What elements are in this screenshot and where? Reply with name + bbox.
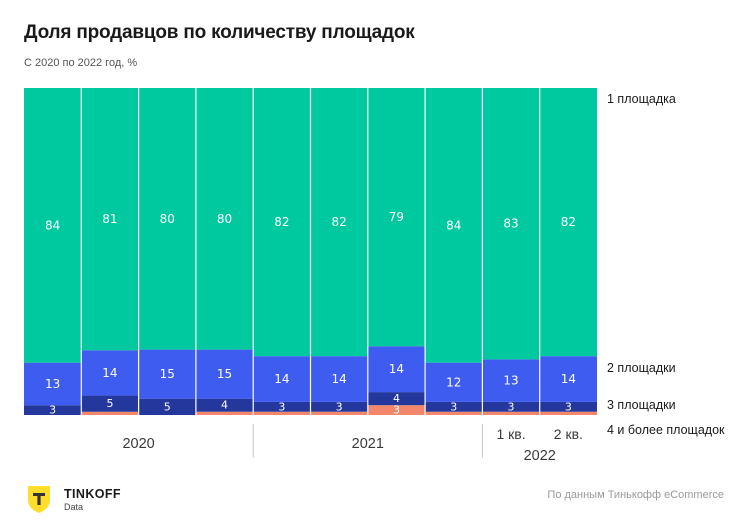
data-label: 13: [503, 374, 518, 388]
bar-segment-4-6: [310, 88, 368, 357]
legend-entry-4-и-более-площадок: 4 и более площадок: [607, 423, 725, 437]
data-label: 3: [565, 400, 572, 413]
legend-entry-1-площадка: 1 площадка: [607, 92, 676, 106]
data-label: 14: [561, 372, 576, 386]
bar-segment-3-1: [24, 362, 82, 406]
bar-segment-2-3: [138, 398, 196, 415]
bar-segment-4-8: [425, 88, 483, 363]
bar-segment-3-9: [482, 359, 540, 402]
group-label-2020: 2020: [122, 436, 154, 452]
data-label: 3: [336, 400, 343, 413]
data-label: 81: [102, 212, 117, 226]
brand-subtitle: Data: [64, 502, 84, 512]
chart-title: Доля продавцов по количеству площадок: [24, 22, 415, 43]
source-note: По данным Тинькофф eCommerce: [547, 489, 724, 501]
bar-segment-4-2: [81, 88, 139, 351]
bar-segment-1-2: [81, 411, 139, 415]
data-label: 14: [102, 366, 117, 380]
data-label: 83: [503, 217, 518, 231]
bar-segment-3-7: [367, 346, 426, 393]
data-label: 14: [274, 372, 289, 386]
chart-subtitle: С 2020 по 2022 год, %: [24, 57, 138, 69]
bar-segment-1-8: [425, 411, 483, 415]
bar-segment-4-4: [195, 88, 254, 350]
bar-segment-3-8: [425, 362, 483, 402]
data-label: 3: [450, 400, 457, 413]
stacked-bar-chart: 3138451481515804158031482314823414793128…: [24, 88, 725, 464]
bar-segment-3-5: [253, 356, 311, 402]
group-label-2021: 2021: [352, 436, 384, 452]
bar-segment-2-7: [367, 392, 426, 406]
brand-name: TINKOFF: [64, 487, 121, 501]
bar-segment-1-9: [482, 411, 540, 415]
bar-segment-3-4: [195, 349, 254, 399]
bar-segment-3-3: [138, 349, 196, 399]
data-label: 15: [217, 367, 232, 381]
bar-segment-4-7: [367, 88, 426, 347]
legend-entry-3-площадки: 3 площадки: [607, 398, 676, 412]
data-label: 4: [393, 392, 400, 405]
brand: TINKOFF Data: [24, 484, 154, 514]
data-label: 82: [332, 215, 347, 229]
data-label: 5: [164, 400, 171, 413]
bar-segment-2-6: [310, 401, 368, 412]
bar-segment-4-10: [539, 88, 597, 357]
bar-segment-2-9: [482, 401, 540, 412]
data-label: 84: [446, 218, 461, 232]
data-label: 82: [561, 215, 576, 229]
tinkoff-logo-icon: [28, 486, 50, 513]
category-label: 2 кв.: [554, 426, 583, 442]
data-label: 12: [446, 375, 461, 389]
bar-segment-4-5: [253, 88, 311, 357]
category-label: 1 кв.: [496, 426, 525, 442]
data-label: 15: [160, 367, 175, 381]
bar-segment-2-2: [81, 395, 139, 412]
bar-segment-2-10: [539, 401, 597, 412]
bar-segment-4-3: [138, 88, 196, 350]
bar-segment-2-8: [425, 401, 483, 412]
bar-segment-3-6: [310, 356, 368, 402]
data-label: 14: [389, 362, 404, 376]
bar-segment-3-10: [539, 356, 597, 402]
data-label: 14: [332, 372, 347, 386]
bar-segment-4-1: [24, 88, 82, 363]
legend-entry-2-площадки: 2 площадки: [607, 361, 676, 375]
bar-segment-1-10: [539, 411, 597, 415]
bar-segment-1-7: [367, 405, 426, 415]
data-label: 13: [45, 377, 60, 391]
bar-segment-1-5: [253, 411, 311, 415]
data-label: 4: [221, 399, 228, 412]
bar-segment-2-4: [195, 398, 254, 412]
data-label: 82: [274, 215, 289, 229]
bar-segment-2-5: [253, 401, 311, 412]
data-label: 80: [160, 212, 175, 226]
data-label: 80: [217, 212, 232, 226]
data-label: 3: [278, 400, 285, 413]
data-label: 5: [106, 397, 113, 410]
data-label: 3: [393, 404, 400, 417]
data-label: 79: [389, 210, 404, 224]
data-label: 3: [508, 400, 515, 413]
bar-segment-1-6: [310, 411, 368, 415]
data-label: 84: [45, 218, 60, 232]
bar-segment-2-1: [24, 405, 82, 415]
bar-segment-1-4: [195, 411, 254, 415]
group-label-2022: 2022: [524, 448, 556, 464]
bar-segment-3-2: [81, 350, 139, 396]
data-label: 3: [49, 404, 56, 417]
bar-segment-4-9: [482, 88, 540, 360]
